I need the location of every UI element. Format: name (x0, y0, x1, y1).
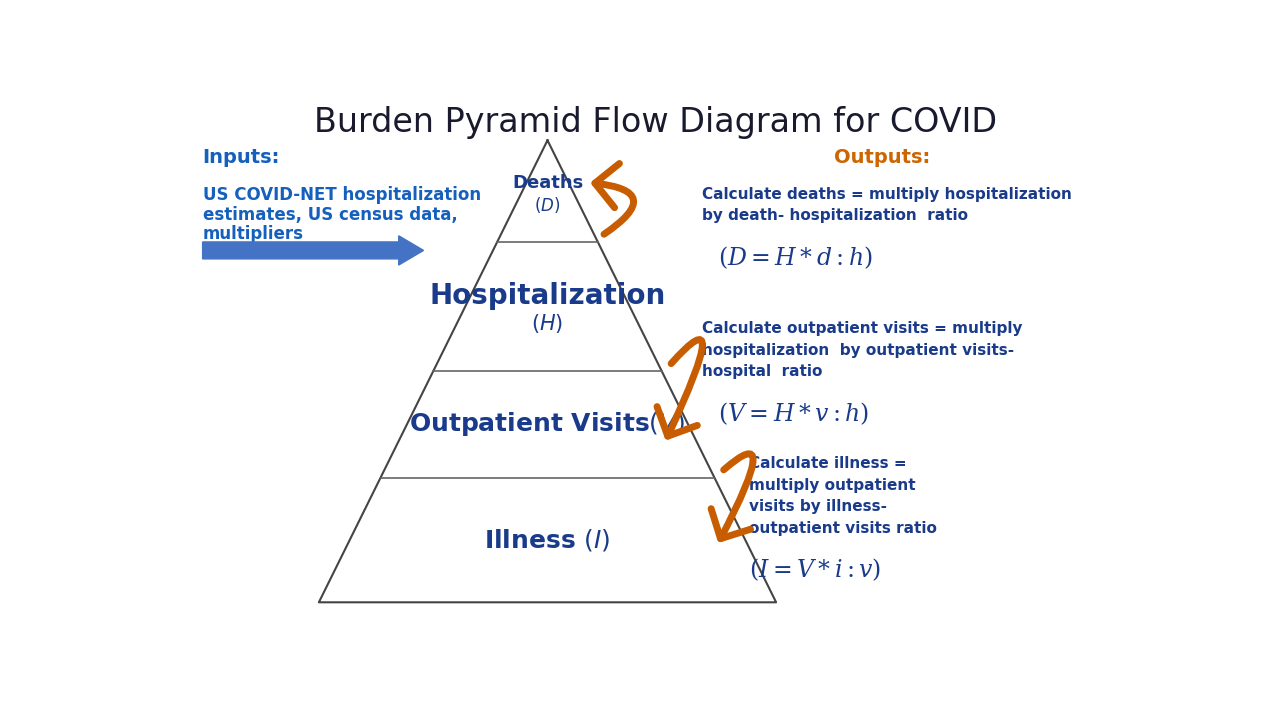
Text: Outpatient Visits$(\mathit{V})$: Outpatient Visits$(\mathit{V})$ (410, 410, 686, 438)
Text: $(\mathit{H})$: $(\mathit{H})$ (531, 312, 563, 335)
Text: Calculate illness =: Calculate illness = (749, 456, 906, 471)
Text: estimates, US census data,: estimates, US census data, (202, 206, 457, 224)
Text: multiply outpatient: multiply outpatient (749, 477, 915, 492)
Text: Hospitalization: Hospitalization (429, 282, 666, 310)
Text: hospitalization  by outpatient visits-: hospitalization by outpatient visits- (703, 343, 1015, 358)
Text: Inputs:: Inputs: (202, 148, 280, 167)
FancyArrowPatch shape (595, 163, 634, 234)
Text: outpatient visits ratio: outpatient visits ratio (749, 521, 937, 536)
Text: US COVID-NET hospitalization: US COVID-NET hospitalization (202, 186, 481, 204)
Text: hospital  ratio: hospital ratio (703, 364, 823, 379)
Text: by death- hospitalization  ratio: by death- hospitalization ratio (703, 208, 969, 223)
Text: Burden Pyramid Flow Diagram for COVID: Burden Pyramid Flow Diagram for COVID (315, 106, 997, 139)
Text: $(I = V * i: v)$: $(I = V * i: v)$ (749, 556, 882, 582)
Text: multipliers: multipliers (202, 225, 303, 243)
Text: $(V = H * v: h)$: $(V = H * v: h)$ (718, 400, 869, 427)
Text: Outputs:: Outputs: (835, 148, 931, 167)
FancyArrowPatch shape (657, 340, 703, 436)
Polygon shape (319, 140, 776, 603)
Text: $(D = H * d: h)$: $(D = H * d: h)$ (718, 244, 873, 271)
Text: Calculate outpatient visits = multiply: Calculate outpatient visits = multiply (703, 321, 1023, 336)
FancyArrowPatch shape (712, 454, 753, 539)
FancyArrow shape (202, 235, 424, 265)
Text: visits by illness-: visits by illness- (749, 499, 887, 514)
Text: $(\mathit{D})$: $(\mathit{D})$ (534, 195, 561, 215)
Text: Illness $(\mathit{I})$: Illness $(\mathit{I})$ (484, 527, 611, 553)
Text: Deaths: Deaths (512, 174, 584, 192)
Text: Calculate deaths = multiply hospitalization: Calculate deaths = multiply hospitalizat… (703, 186, 1073, 202)
